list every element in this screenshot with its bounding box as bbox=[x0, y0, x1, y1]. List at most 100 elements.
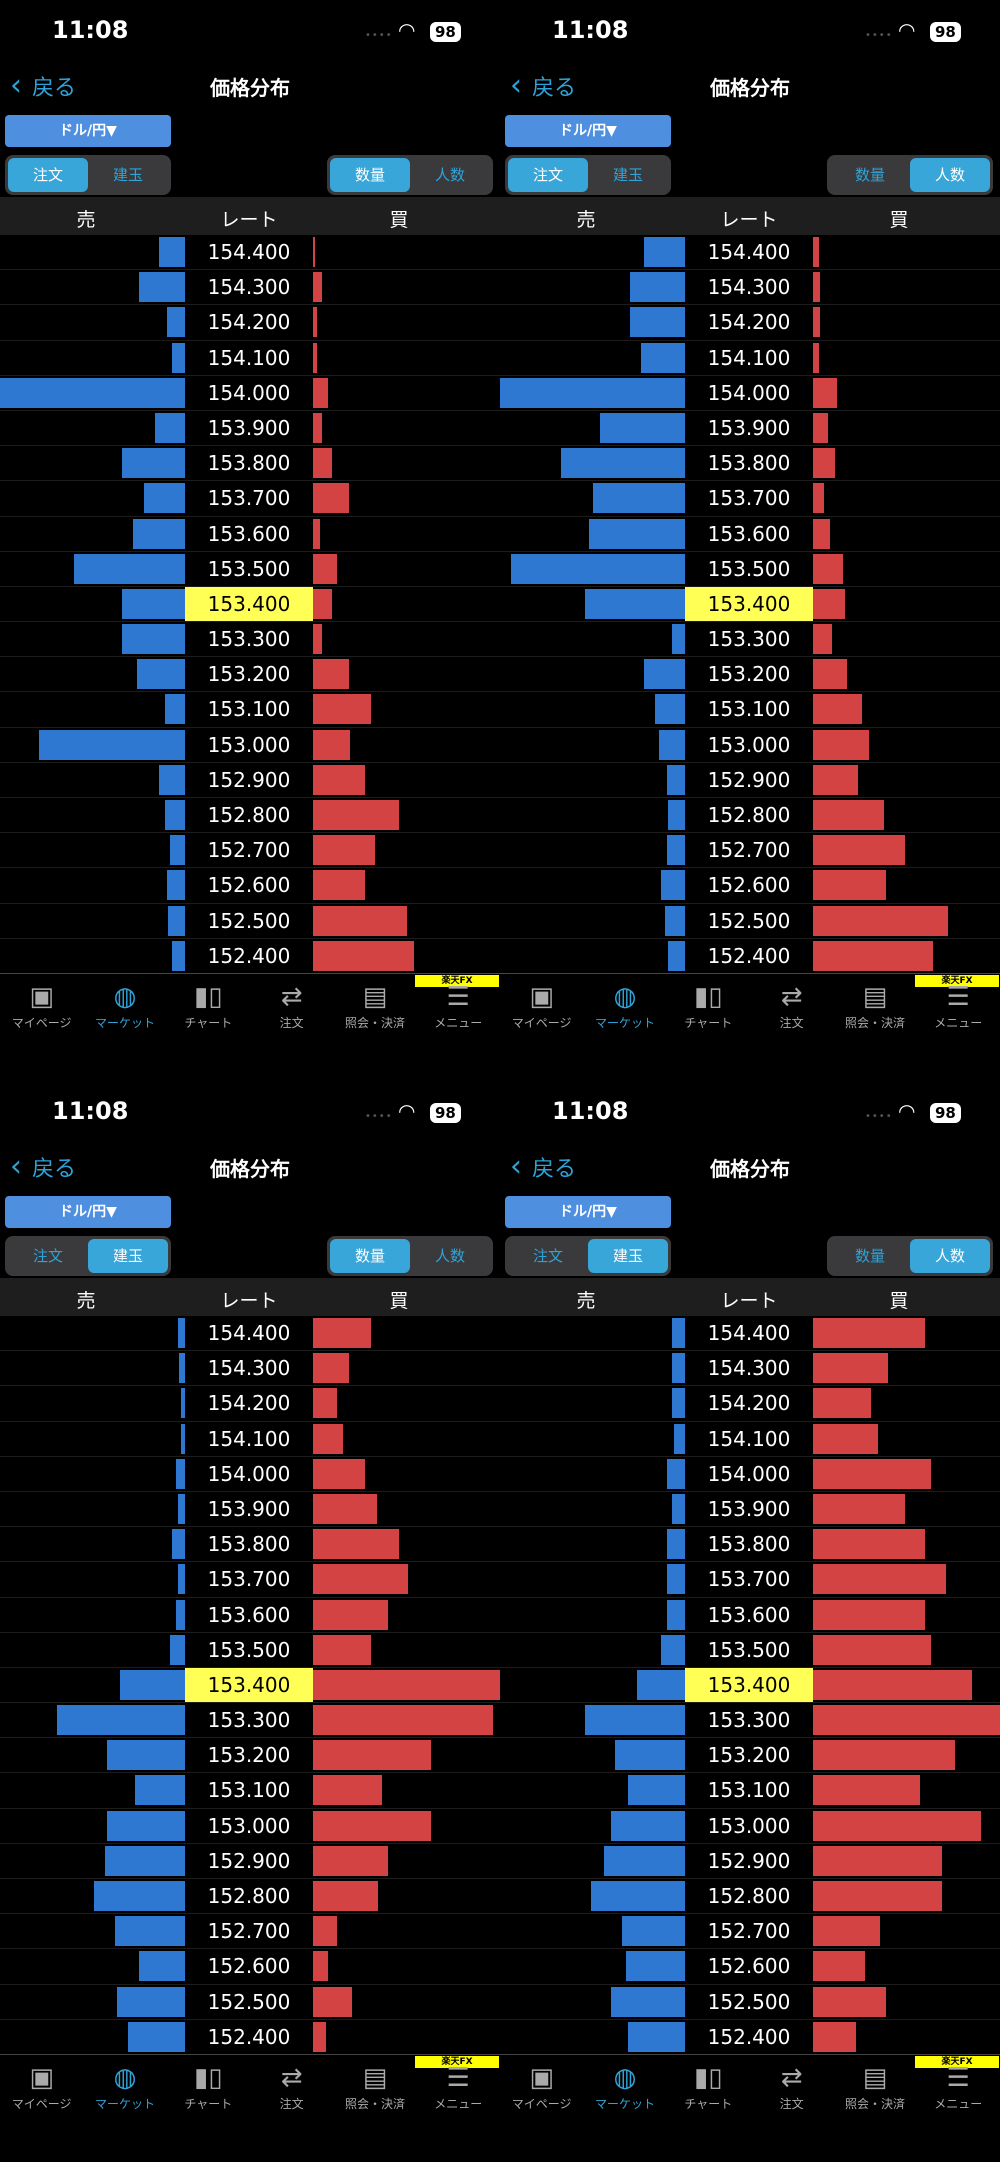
tab-3[interactable]: ⇄ 注文 bbox=[250, 980, 333, 1031]
table-row: 153.600 bbox=[500, 517, 1000, 552]
tab-1[interactable]: ◍ マーケット bbox=[583, 980, 666, 1031]
table-row: 153.100 bbox=[0, 1773, 500, 1809]
tab-0[interactable]: ▣ マイページ bbox=[500, 2061, 583, 2112]
buy-bar bbox=[813, 518, 830, 549]
tab-2[interactable]: ▮▯ チャート bbox=[667, 2061, 750, 2112]
signal-icon: •••• bbox=[365, 30, 393, 41]
table-row: 152.400 bbox=[500, 2020, 1000, 2055]
sell-bar bbox=[666, 1529, 685, 1560]
tab-3[interactable]: ⇄ 注文 bbox=[750, 2061, 833, 2112]
segment-people[interactable]: 人数 bbox=[434, 1247, 465, 1265]
table-row: 152.900 bbox=[500, 763, 1000, 798]
back-button[interactable]: ‹ 戻る bbox=[510, 1151, 576, 1183]
segment-order[interactable]: 注文 bbox=[32, 1247, 63, 1265]
table-row: 153.100 bbox=[0, 692, 500, 728]
tab-4[interactable]: ▤ 照会・決済 bbox=[833, 980, 916, 1031]
rate-label: 154.400 bbox=[207, 240, 291, 264]
rate-label: 152.800 bbox=[207, 803, 291, 827]
table-row: 152.900 bbox=[0, 1844, 500, 1879]
sell-bar bbox=[672, 1353, 685, 1384]
segment-people[interactable]: 人数 bbox=[910, 1239, 990, 1273]
tab-2[interactable]: ▮▯ チャート bbox=[167, 2061, 250, 2112]
segment-order[interactable]: 注文 bbox=[532, 1247, 563, 1265]
tab-5[interactable]: ☰ メニュー bbox=[917, 2061, 1000, 2112]
table-row: 154.200 bbox=[0, 1386, 500, 1422]
tab-5[interactable]: ☰ メニュー bbox=[417, 2061, 500, 2112]
tab-label: チャート bbox=[184, 2097, 233, 2111]
tab-2[interactable]: ▮▯ チャート bbox=[167, 980, 250, 1031]
rate-label: 152.900 bbox=[207, 767, 291, 792]
buy-bar bbox=[313, 870, 366, 901]
tab-4[interactable]: ▤ 照会・決済 bbox=[833, 2061, 916, 2112]
segment-position[interactable]: 建玉 bbox=[112, 166, 143, 184]
candlestick-icon: ▮▯ bbox=[194, 982, 223, 1012]
segment-position[interactable]: 建玉 bbox=[588, 1239, 668, 1273]
buy-bar bbox=[313, 764, 366, 795]
distribution-table: 154.400 154.300 154.200 154.100 154.000 153.9… bbox=[500, 235, 1000, 974]
tab-0[interactable]: ▣ マイページ bbox=[0, 980, 83, 1031]
segment-position[interactable]: 建玉 bbox=[612, 166, 643, 184]
segment-quantity[interactable]: 数量 bbox=[330, 158, 410, 192]
rate-label: 153.600 bbox=[207, 521, 291, 546]
table-row: 154.200 bbox=[500, 305, 1000, 341]
buy-bar bbox=[813, 588, 845, 619]
rate-label: 153.700 bbox=[207, 1567, 291, 1592]
currency-pair-dropdown[interactable]: ドル/円▼ bbox=[5, 115, 171, 147]
buy-bar bbox=[813, 272, 821, 303]
back-button[interactable]: ‹ 戻る bbox=[10, 1151, 76, 1183]
divider bbox=[500, 973, 1000, 974]
tab-2[interactable]: ▮▯ チャート bbox=[667, 980, 750, 1031]
rate-label: 153.300 bbox=[207, 1708, 291, 1733]
tab-4[interactable]: ▤ 照会・決済 bbox=[333, 2061, 416, 2112]
sell-bar bbox=[175, 1599, 185, 1630]
tab-1[interactable]: ◍ マーケット bbox=[83, 980, 166, 1031]
tab-3[interactable]: ⇄ 注文 bbox=[750, 980, 833, 1031]
tab-5[interactable]: ☰ メニュー bbox=[417, 980, 500, 1031]
buy-bar bbox=[813, 1775, 920, 1806]
segment-order[interactable]: 注文 bbox=[8, 158, 88, 192]
tab-3[interactable]: ⇄ 注文 bbox=[250, 2061, 333, 2112]
segment-quantity[interactable]: 数量 bbox=[854, 166, 885, 184]
battery-indicator: 98 bbox=[430, 1103, 461, 1123]
sell-bar bbox=[122, 448, 185, 479]
menu-icon: ☰ bbox=[946, 2063, 970, 2093]
sell-bar bbox=[660, 1634, 685, 1665]
back-button[interactable]: ‹ 戻る bbox=[510, 70, 576, 102]
table-row: 153.200 bbox=[500, 1738, 1000, 1774]
buy-bar bbox=[813, 377, 838, 408]
currency-pair-dropdown[interactable]: ドル/円▼ bbox=[505, 1196, 671, 1228]
phone-screen: 11:08 •••• ◠ 98 ‹ 戻る 価格分布 ドル/円▼ 注文 建玉 数量 人数売 レート 買 154… bbox=[0, 0, 500, 1081]
tab-0[interactable]: ▣ マイページ bbox=[500, 980, 583, 1031]
segment-people[interactable]: 人数 bbox=[910, 158, 990, 192]
chevron-left-icon: ‹ bbox=[510, 1149, 522, 1184]
tab-1[interactable]: ◍ マーケット bbox=[583, 2061, 666, 2112]
tab-5[interactable]: ☰ メニュー bbox=[917, 980, 1000, 1031]
sell-bar bbox=[144, 483, 185, 514]
rate-label: 152.400 bbox=[207, 2024, 291, 2049]
segment-people[interactable]: 人数 bbox=[434, 166, 465, 184]
back-button[interactable]: ‹ 戻る bbox=[10, 70, 76, 102]
table-row: 153.800 bbox=[500, 1527, 1000, 1563]
table-row: 153.500 bbox=[500, 552, 1000, 587]
tab-0[interactable]: ▣ マイページ bbox=[0, 2061, 83, 2112]
segment-order[interactable]: 注文 bbox=[508, 158, 588, 192]
sell-bar bbox=[114, 1916, 185, 1947]
sell-bar bbox=[666, 764, 685, 795]
sell-bar bbox=[561, 448, 685, 479]
currency-pair-dropdown[interactable]: ドル/円▼ bbox=[505, 115, 671, 147]
sell-bar bbox=[164, 800, 185, 830]
brand-badge: 楽天FX bbox=[915, 975, 999, 987]
segment-quantity[interactable]: 数量 bbox=[854, 1247, 885, 1265]
phone-screen: 11:08 •••• ◠ 98 ‹ 戻る 価格分布 ドル/円▼ 注文 建玉 数量 人数売 レート 買 154… bbox=[0, 1081, 500, 2162]
battery-indicator: 98 bbox=[930, 1103, 961, 1123]
segment-quantity[interactable]: 数量 bbox=[330, 1239, 410, 1273]
tab-4[interactable]: ▤ 照会・決済 bbox=[333, 980, 416, 1031]
rate-label: 154.200 bbox=[207, 1391, 291, 1416]
tab-bar: ▣ マイページ ◍ マーケット ▮▯ チャート ⇄ 注文 ▤ 照会・決済 ☰ メニュー bbox=[500, 980, 1000, 1031]
buy-bar bbox=[813, 2021, 856, 2052]
currency-pair-dropdown[interactable]: ドル/円▼ bbox=[5, 1196, 171, 1228]
tab-1[interactable]: ◍ マーケット bbox=[83, 2061, 166, 2112]
rate-label: 154.100 bbox=[207, 345, 291, 370]
segment-position[interactable]: 建玉 bbox=[88, 1239, 168, 1273]
menu-icon: ☰ bbox=[446, 2063, 470, 2093]
